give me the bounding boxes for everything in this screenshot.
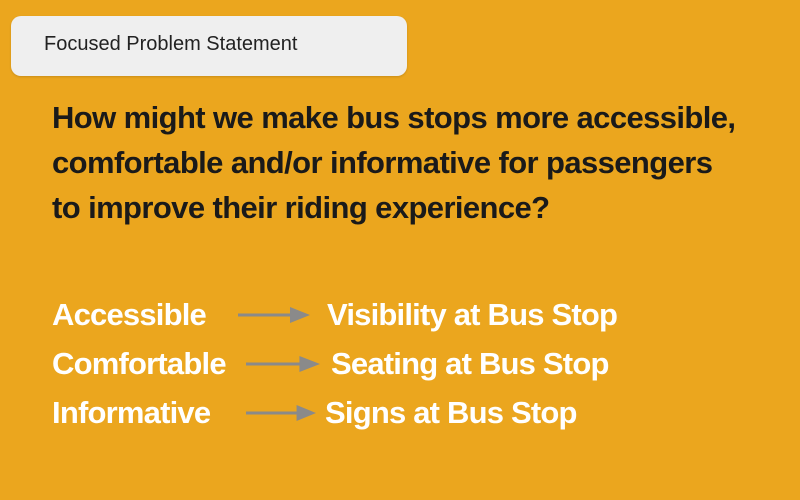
term-label: Informative (52, 395, 211, 430)
feature-label: Signs at Bus Stop (325, 395, 577, 430)
title-label: Focused Problem Statement (44, 33, 298, 55)
problem-statement-line: to improve their riding experience? (52, 190, 550, 225)
right-arrow-icon (246, 356, 320, 372)
problem-statement-line: comfortable and/or informative for passe… (52, 145, 713, 180)
right-arrow-icon (246, 405, 316, 421)
mapping-row-informative: Informative Signs at Bus Stop (0, 391, 800, 435)
problem-statement-line: How might we make bus stops more accessi… (52, 100, 736, 135)
mapping-row-comfortable: Comfortable Seating at Bus Stop (0, 342, 800, 386)
feature-label: Seating at Bus Stop (331, 346, 609, 381)
term-label: Comfortable (52, 346, 227, 381)
problem-statement: How might we make bus stops more accessi… (52, 95, 792, 230)
feature-label: Visibility at Bus Stop (327, 297, 618, 332)
title-label-box: Focused Problem Statement (11, 16, 407, 76)
right-arrow-icon (238, 307, 310, 323)
mapping-row-accessible: Accessible Visibility at Bus Stop (0, 293, 800, 337)
term-label: Accessible (52, 297, 207, 332)
